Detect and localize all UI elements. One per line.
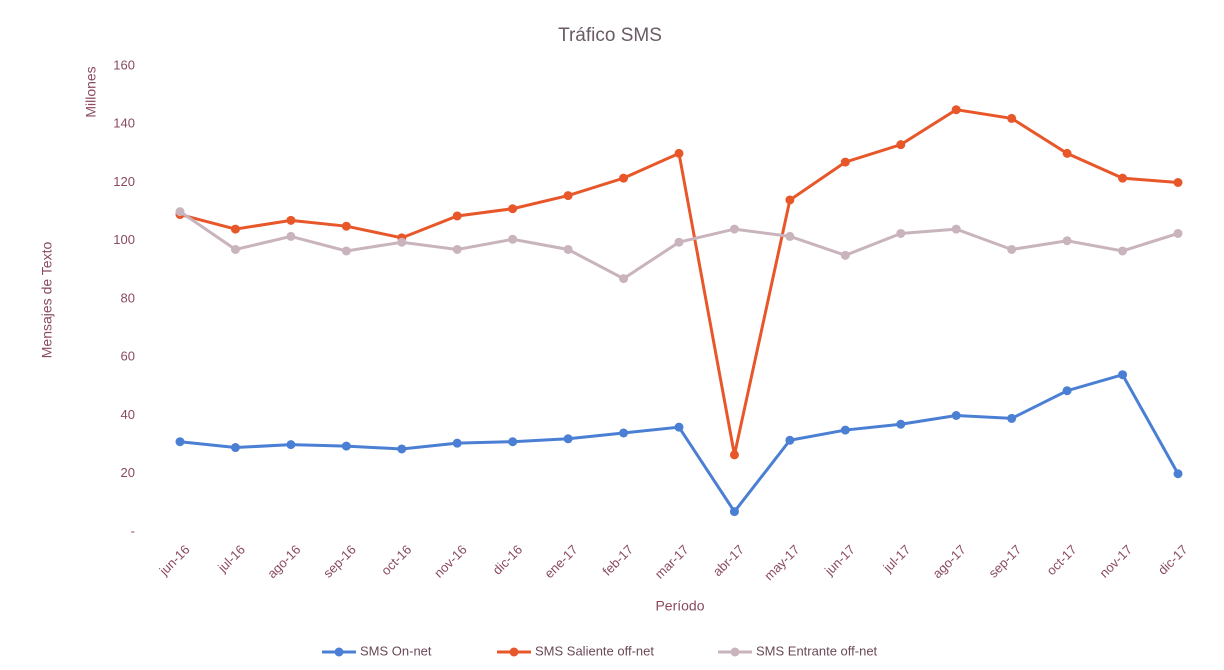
- y-tick-label: 40: [121, 407, 135, 422]
- point: [951, 224, 961, 234]
- x-tick-label: jul-17: [880, 542, 914, 576]
- point: [1007, 113, 1017, 123]
- point: [729, 224, 739, 234]
- point: [452, 438, 462, 448]
- legend-marker: [730, 647, 740, 657]
- y-axis-title: Mensajes de Texto: [39, 242, 55, 359]
- x-tick-label: dic-16: [490, 542, 526, 578]
- point: [286, 231, 296, 241]
- point: [1062, 386, 1072, 396]
- legend-marker: [334, 647, 344, 657]
- point: [619, 274, 629, 284]
- point: [1118, 173, 1128, 183]
- point: [563, 191, 573, 201]
- x-tick-label: ago-17: [930, 542, 969, 581]
- y-tick-label: 160: [113, 57, 135, 72]
- point: [1173, 178, 1183, 187]
- point: [341, 441, 351, 451]
- point: [563, 434, 573, 444]
- point: [563, 244, 573, 254]
- point: [1118, 246, 1128, 256]
- legend-marker: [509, 647, 519, 657]
- point: [230, 244, 240, 254]
- point: [674, 148, 684, 158]
- point: [619, 428, 629, 438]
- x-tick-label: jun-16: [156, 542, 193, 579]
- point: [397, 237, 407, 247]
- point: [840, 157, 850, 167]
- point: [452, 244, 462, 254]
- x-axis-title: Período: [655, 598, 704, 614]
- point: [785, 195, 795, 205]
- point: [230, 443, 240, 453]
- x-tick-label: nov-16: [431, 542, 470, 581]
- x-tick-label: mar-17: [652, 542, 692, 582]
- point: [951, 105, 961, 115]
- point: [729, 450, 739, 460]
- y-tick-label: 140: [113, 116, 135, 131]
- legend-label: SMS On-net: [360, 643, 432, 658]
- point: [286, 215, 296, 225]
- point: [785, 435, 795, 445]
- point: [175, 207, 185, 217]
- x-tick-label: dic-17: [1155, 542, 1191, 578]
- point: [951, 411, 961, 420]
- point: [508, 437, 518, 447]
- y-axis-unit: Millones: [83, 66, 99, 117]
- x-tick-label: ago-16: [264, 542, 303, 581]
- x-tick-label: oct-16: [378, 542, 414, 578]
- point: [840, 250, 850, 260]
- x-tick-label: feb-17: [599, 542, 636, 579]
- legend-label: SMS Entrante off-net: [756, 643, 878, 658]
- x-tick-label: may-17: [761, 542, 802, 583]
- series-line: [179, 372, 1180, 515]
- x-tick-label: jul-16: [214, 542, 248, 576]
- point: [840, 425, 850, 435]
- point: [397, 444, 407, 454]
- y-tick-label: -: [131, 523, 135, 538]
- x-tick-label: abr-17: [710, 542, 747, 579]
- y-tick-label: 120: [113, 174, 135, 189]
- point: [1007, 244, 1017, 254]
- x-tick-label: ene-17: [541, 542, 580, 581]
- x-tick-label: nov-17: [1096, 542, 1135, 581]
- point: [1173, 228, 1183, 238]
- point: [729, 507, 739, 517]
- point: [452, 211, 462, 221]
- point: [286, 440, 296, 450]
- point: [175, 437, 185, 447]
- point: [341, 246, 351, 256]
- point: [674, 422, 684, 432]
- x-tick-label: jun-17: [821, 542, 858, 579]
- point: [896, 419, 906, 429]
- point: [1062, 148, 1072, 158]
- point: [341, 221, 351, 231]
- point: [230, 224, 240, 234]
- point: [1007, 413, 1017, 423]
- legend-label: SMS Saliente off-net: [535, 643, 654, 658]
- series-line: [179, 108, 1179, 456]
- point: [1062, 236, 1072, 246]
- y-tick-label: 60: [121, 349, 135, 364]
- x-tick-label: oct-17: [1044, 542, 1080, 578]
- point: [1118, 370, 1128, 380]
- chart-title: Tráfico SMS: [558, 25, 662, 46]
- x-tick-label: sep-16: [320, 542, 359, 581]
- point: [508, 234, 518, 244]
- y-tick-label: 100: [113, 232, 135, 247]
- point: [674, 237, 684, 247]
- point: [896, 140, 906, 150]
- point: [619, 173, 629, 183]
- x-tick-label: sep-17: [986, 542, 1025, 581]
- point: [896, 228, 906, 238]
- y-tick-label: 20: [121, 465, 135, 480]
- point: [785, 231, 795, 241]
- point: [1173, 469, 1183, 479]
- point: [508, 204, 518, 214]
- y-tick-label: 80: [121, 290, 135, 305]
